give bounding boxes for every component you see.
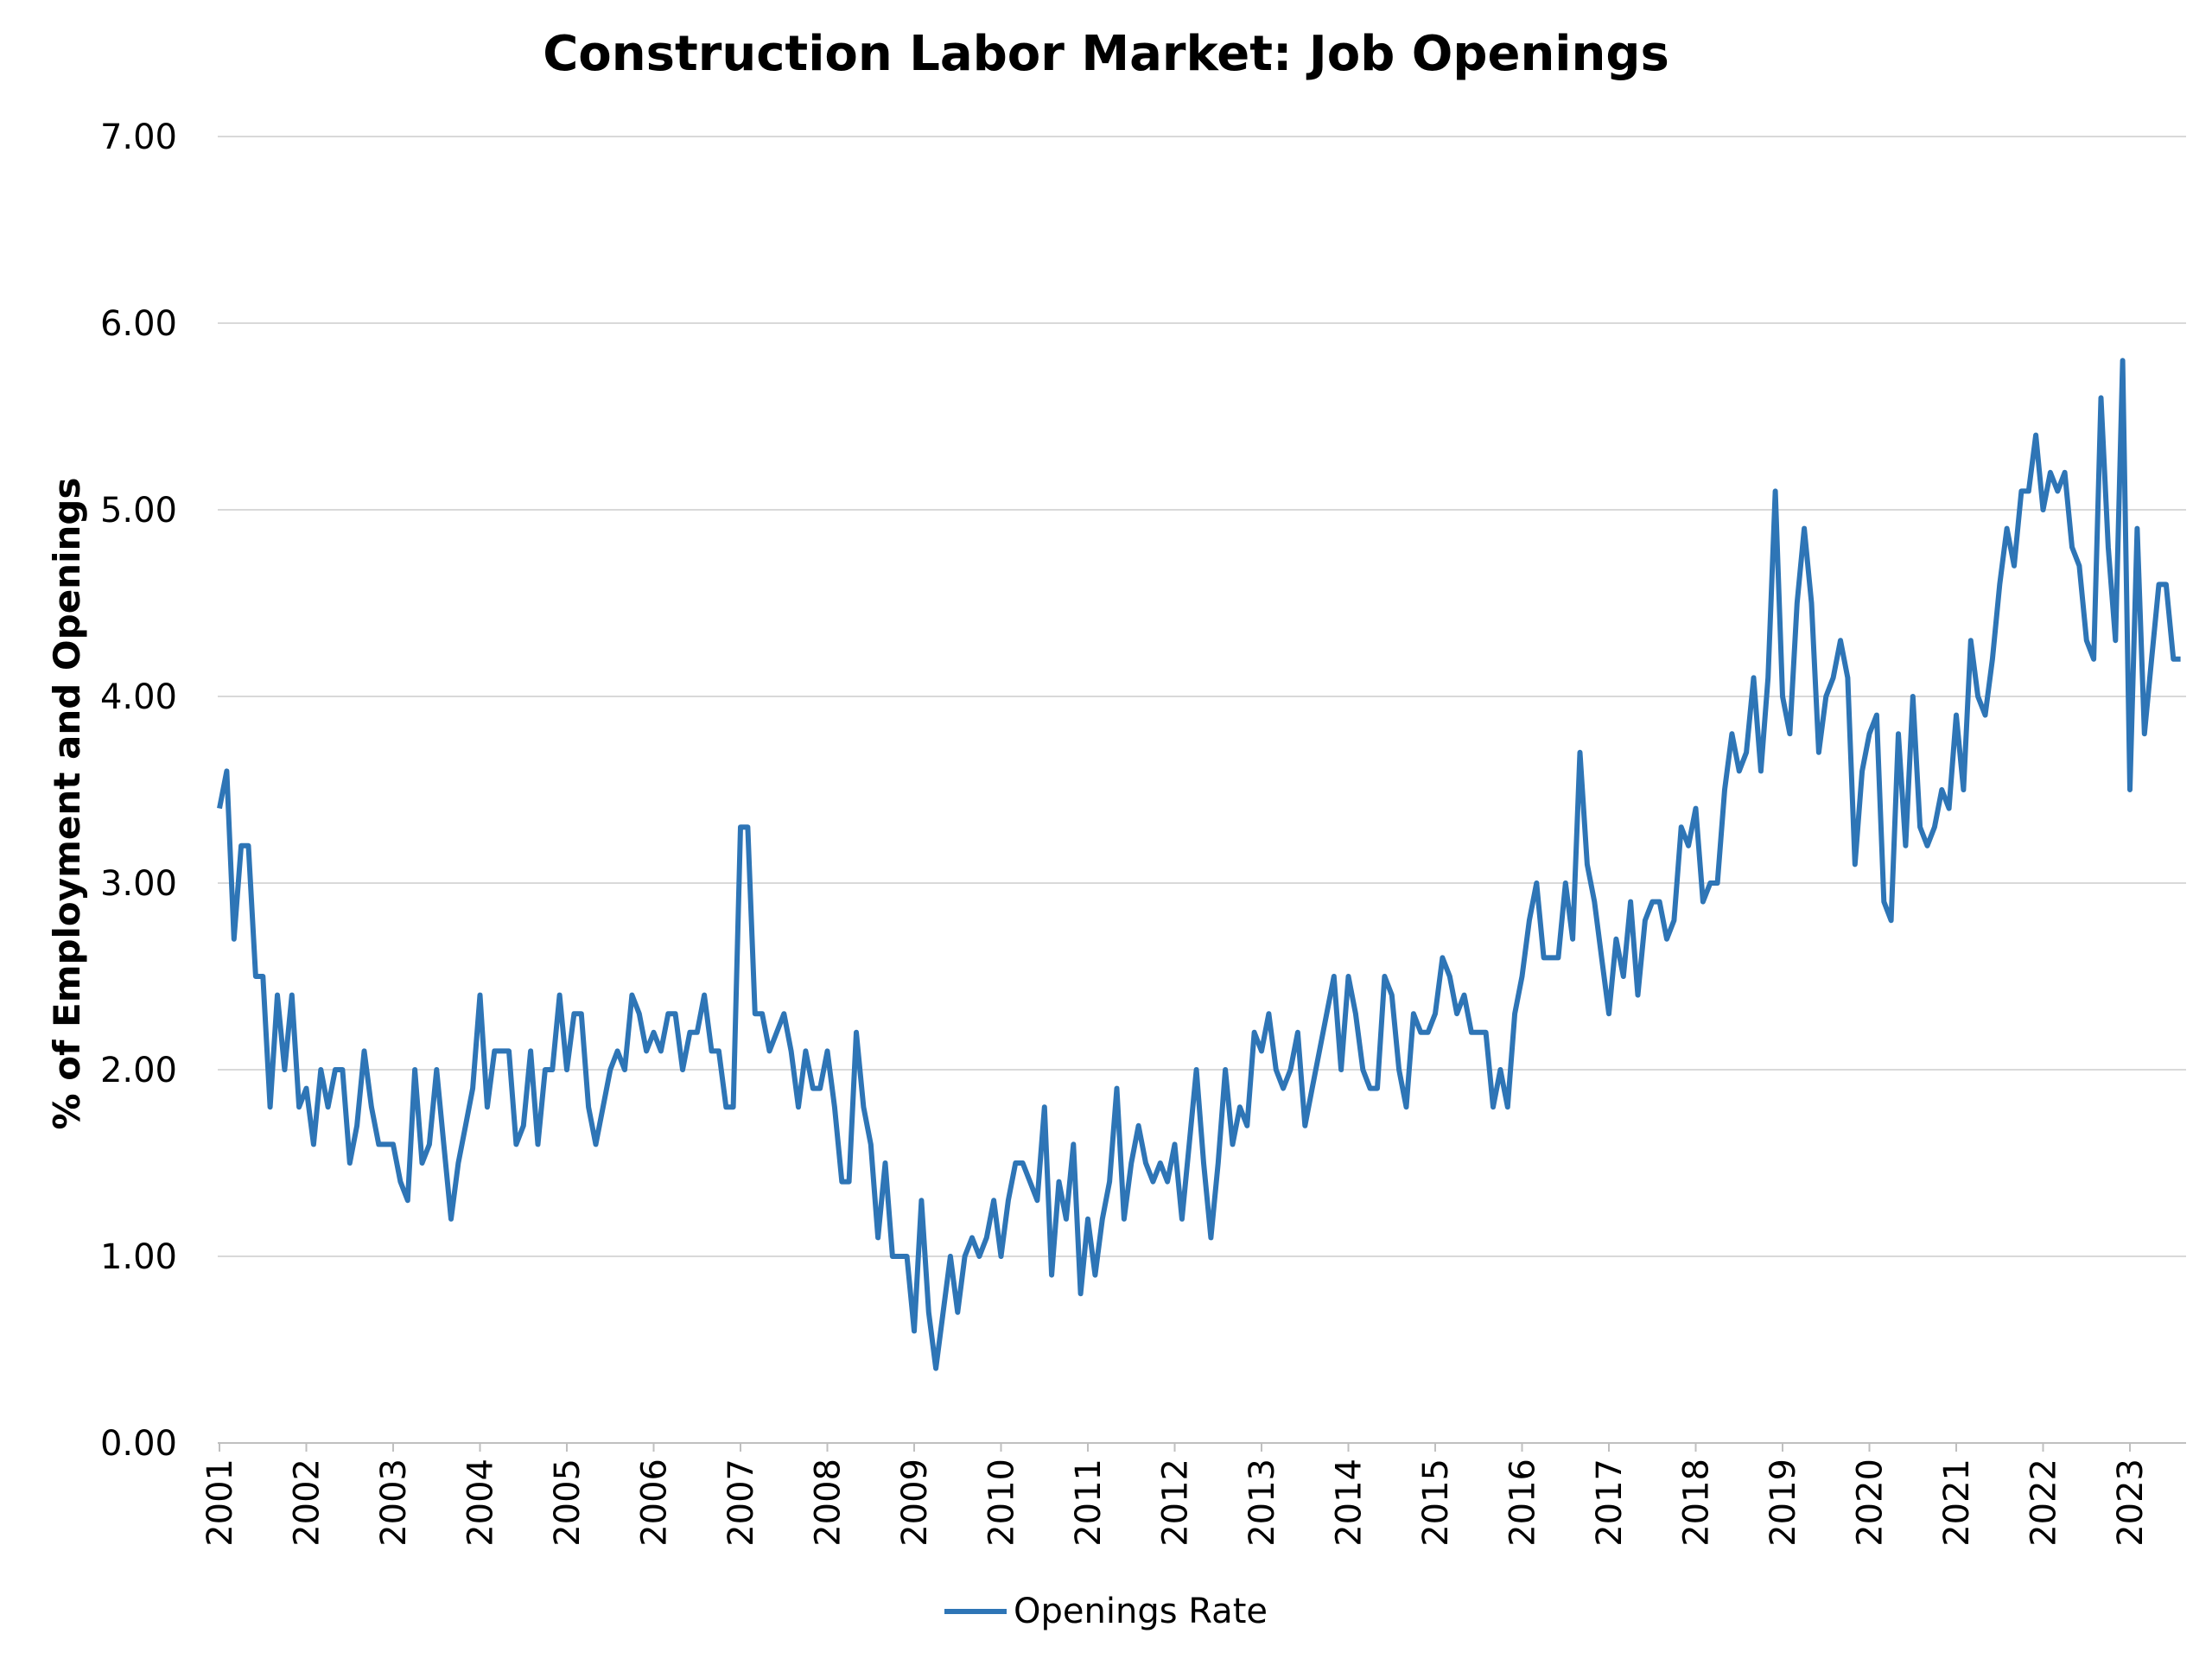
x-tick-label: 2023 [2111,1459,2151,1547]
x-tick-label: 2002 [288,1459,327,1547]
x-tick-label: 2017 [1590,1459,1630,1547]
x-tick-label: 2016 [1503,1459,1543,1547]
x-tick-label: 2006 [635,1459,675,1547]
y-tick-label: 4.00 [100,677,177,717]
y-axis-ticks: 0.00 1.00 2.00 3.00 4.00 5.00 6.00 7.00 [100,118,177,1464]
x-tick-label: 2011 [1069,1459,1109,1547]
y-tick-label: 2.00 [100,1051,177,1090]
series-line-openings-rate [217,358,2181,1371]
y-tick-label: 3.00 [100,864,177,904]
y-tick-label: 7.00 [100,118,177,157]
y-tick-label: 1.00 [100,1237,177,1277]
x-tick-label: 2019 [1764,1459,1803,1547]
legend-swatch [944,1609,1007,1614]
x-tick-label: 2014 [1330,1459,1370,1547]
legend: Openings Rate [0,1592,2212,1631]
x-tick-label: 2018 [1677,1459,1717,1547]
legend-label: Openings Rate [1014,1592,1268,1631]
x-tick-label: 2012 [1156,1459,1196,1547]
x-tick-label: 2022 [2024,1459,2064,1547]
series-layer [217,358,2181,1371]
x-tick-label: 2004 [461,1459,501,1547]
x-tick-label: 2010 [982,1459,1022,1547]
x-tick-label: 2013 [1243,1459,1282,1547]
x-tick-label: 2009 [895,1459,935,1547]
y-tick-label: 5.00 [100,491,177,531]
x-tick-label: 2008 [809,1459,849,1547]
y-axis-label: % of Employment and Openings [46,478,88,1130]
x-tick-label: 2003 [374,1459,414,1547]
x-tick-label: 2007 [721,1459,761,1547]
y-tick-label: 6.00 [100,304,177,344]
y-tick-label: 0.00 [100,1424,177,1464]
chart-title: Construction Labor Market: Job Openings [543,26,1669,82]
x-tick-label: 2001 [200,1459,240,1547]
x-tick-label: 2020 [1851,1459,1891,1547]
x-tick-label: 2005 [548,1459,588,1547]
x-axis-ticks: 2001 2002 2003 2004 2005 2006 2007 2008 2009 2010… [200,1443,2151,1547]
x-tick-label: 2021 [1937,1459,1977,1547]
x-tick-label: 2015 [1416,1459,1456,1547]
